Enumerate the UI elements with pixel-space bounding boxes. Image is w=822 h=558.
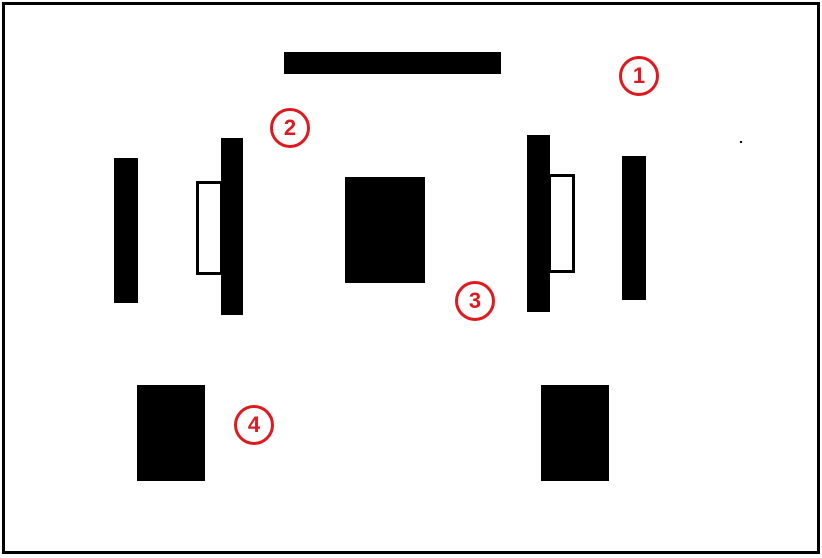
right-outline-rect xyxy=(548,174,575,273)
right-inner-bar xyxy=(527,135,550,312)
bottom-left-block xyxy=(137,385,205,481)
bottom-right-block xyxy=(541,385,609,481)
marker-2: 2 xyxy=(270,108,310,148)
left-outline-rect xyxy=(196,181,223,275)
center-block xyxy=(345,177,425,283)
left-outer-bar xyxy=(114,158,138,303)
marker-2-label: 2 xyxy=(283,115,297,140)
marker-3-label: 3 xyxy=(468,288,482,313)
marker-3: 3 xyxy=(455,281,495,321)
marker-4: 4 xyxy=(234,405,274,445)
left-inner-bar xyxy=(221,138,243,315)
right-outer-bar xyxy=(622,156,646,300)
top-bar xyxy=(284,52,501,74)
marker-1-label: 1 xyxy=(632,63,646,88)
marker-1: 1 xyxy=(619,56,659,96)
speck-dot xyxy=(740,141,742,143)
marker-4-label: 4 xyxy=(247,412,261,437)
